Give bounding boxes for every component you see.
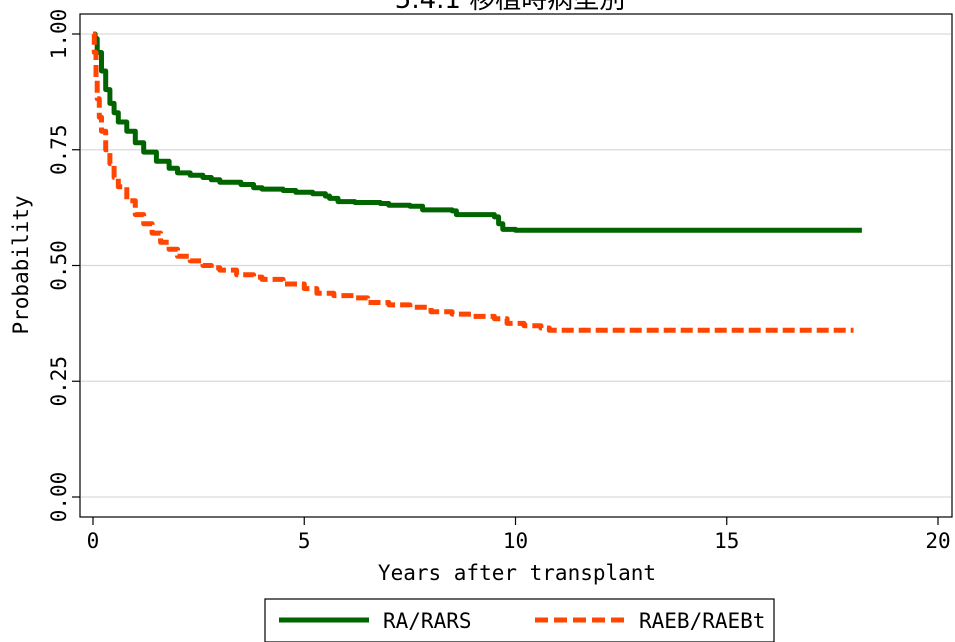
y-tick-label-2: 0.50 — [47, 240, 71, 291]
axes: 0.00 0.25 0.50 0.75 1.00 0 5 10 15 20 — [47, 9, 951, 553]
y-tick-label-0: 0.00 — [47, 472, 71, 523]
legend-label-ra-rars: RA/RARS — [383, 609, 472, 633]
legend: RA/RARS RAEB/RAEBt — [264, 598, 775, 642]
x-axis-label: Years after transplant — [378, 561, 656, 585]
series-line-raeb-raebt — [91, 31, 854, 333]
y-axis-label: Probability — [9, 195, 33, 334]
legend-label-raeb-raebt: RAEB/RAEBt — [639, 609, 765, 633]
series-lines — [91, 31, 862, 333]
chart-title: 5.4.1 移植時病型別 — [395, 0, 625, 15]
x-tick-label-1: 5 — [298, 529, 311, 553]
grid-lines — [81, 33, 951, 498]
y-tick-label-4: 1.00 — [47, 9, 71, 60]
y-tick-label-3: 0.75 — [47, 124, 71, 175]
x-tick-label-3: 15 — [714, 529, 739, 553]
x-tick-label-4: 20 — [925, 529, 950, 553]
x-tick-label-2: 10 — [503, 529, 528, 553]
series-line-ra-rars — [92, 31, 862, 233]
y-tick-label-1: 0.25 — [47, 356, 71, 407]
x-tick-label-0: 0 — [87, 529, 100, 553]
